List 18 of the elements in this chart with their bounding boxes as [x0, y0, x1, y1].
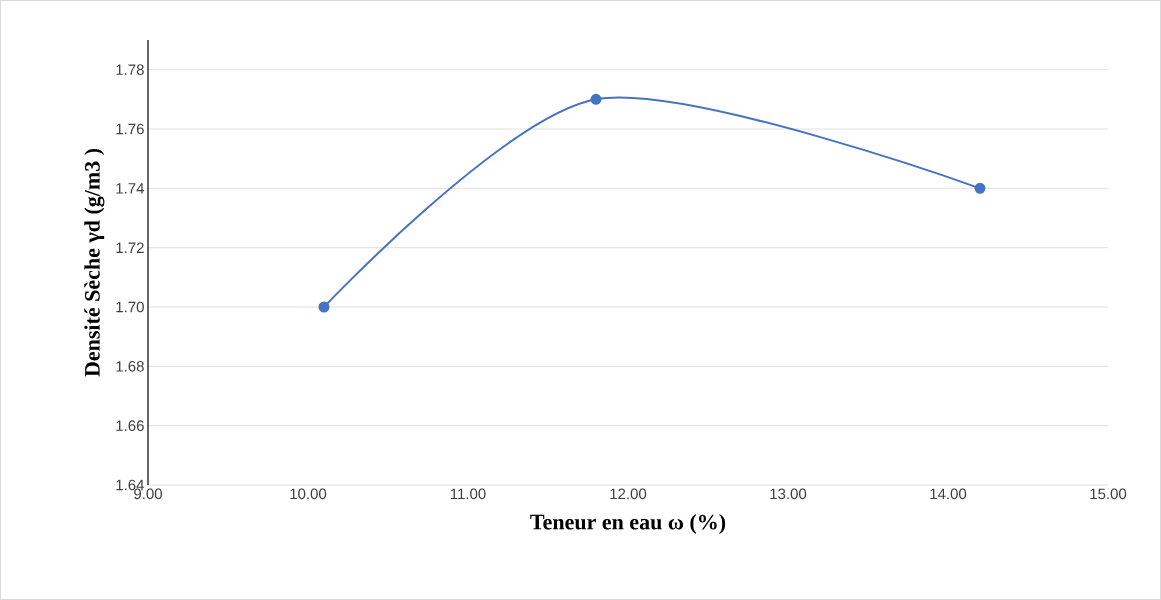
x-axis-title: Teneur en eau ω (%): [530, 514, 726, 534]
point: [318, 301, 330, 313]
x-tick-label: 12.00: [610, 488, 647, 500]
y-axis-title: Densité Sèche γd (g/m3 ): [84, 148, 105, 377]
y-tick-label: 1.68: [116, 361, 144, 372]
y-tick-label: 1.76: [116, 123, 144, 135]
point: [590, 93, 602, 105]
x-tick-label: 10.00: [290, 488, 327, 500]
y-tick-label: 1.72: [116, 242, 144, 253]
y-tick-label: 1.66: [116, 420, 144, 431]
x-tick-label: 14.00: [930, 488, 967, 500]
y-tick-label: 1.78: [116, 64, 144, 75]
y-tick-label: 1.70: [116, 301, 144, 313]
x-tick-label: 15.00: [1090, 488, 1127, 500]
x-tick-label: 13.00: [770, 488, 807, 500]
y-tick-label: 1.74: [116, 183, 145, 194]
point: [974, 182, 986, 194]
x-tick-label: 11.00: [450, 488, 486, 500]
